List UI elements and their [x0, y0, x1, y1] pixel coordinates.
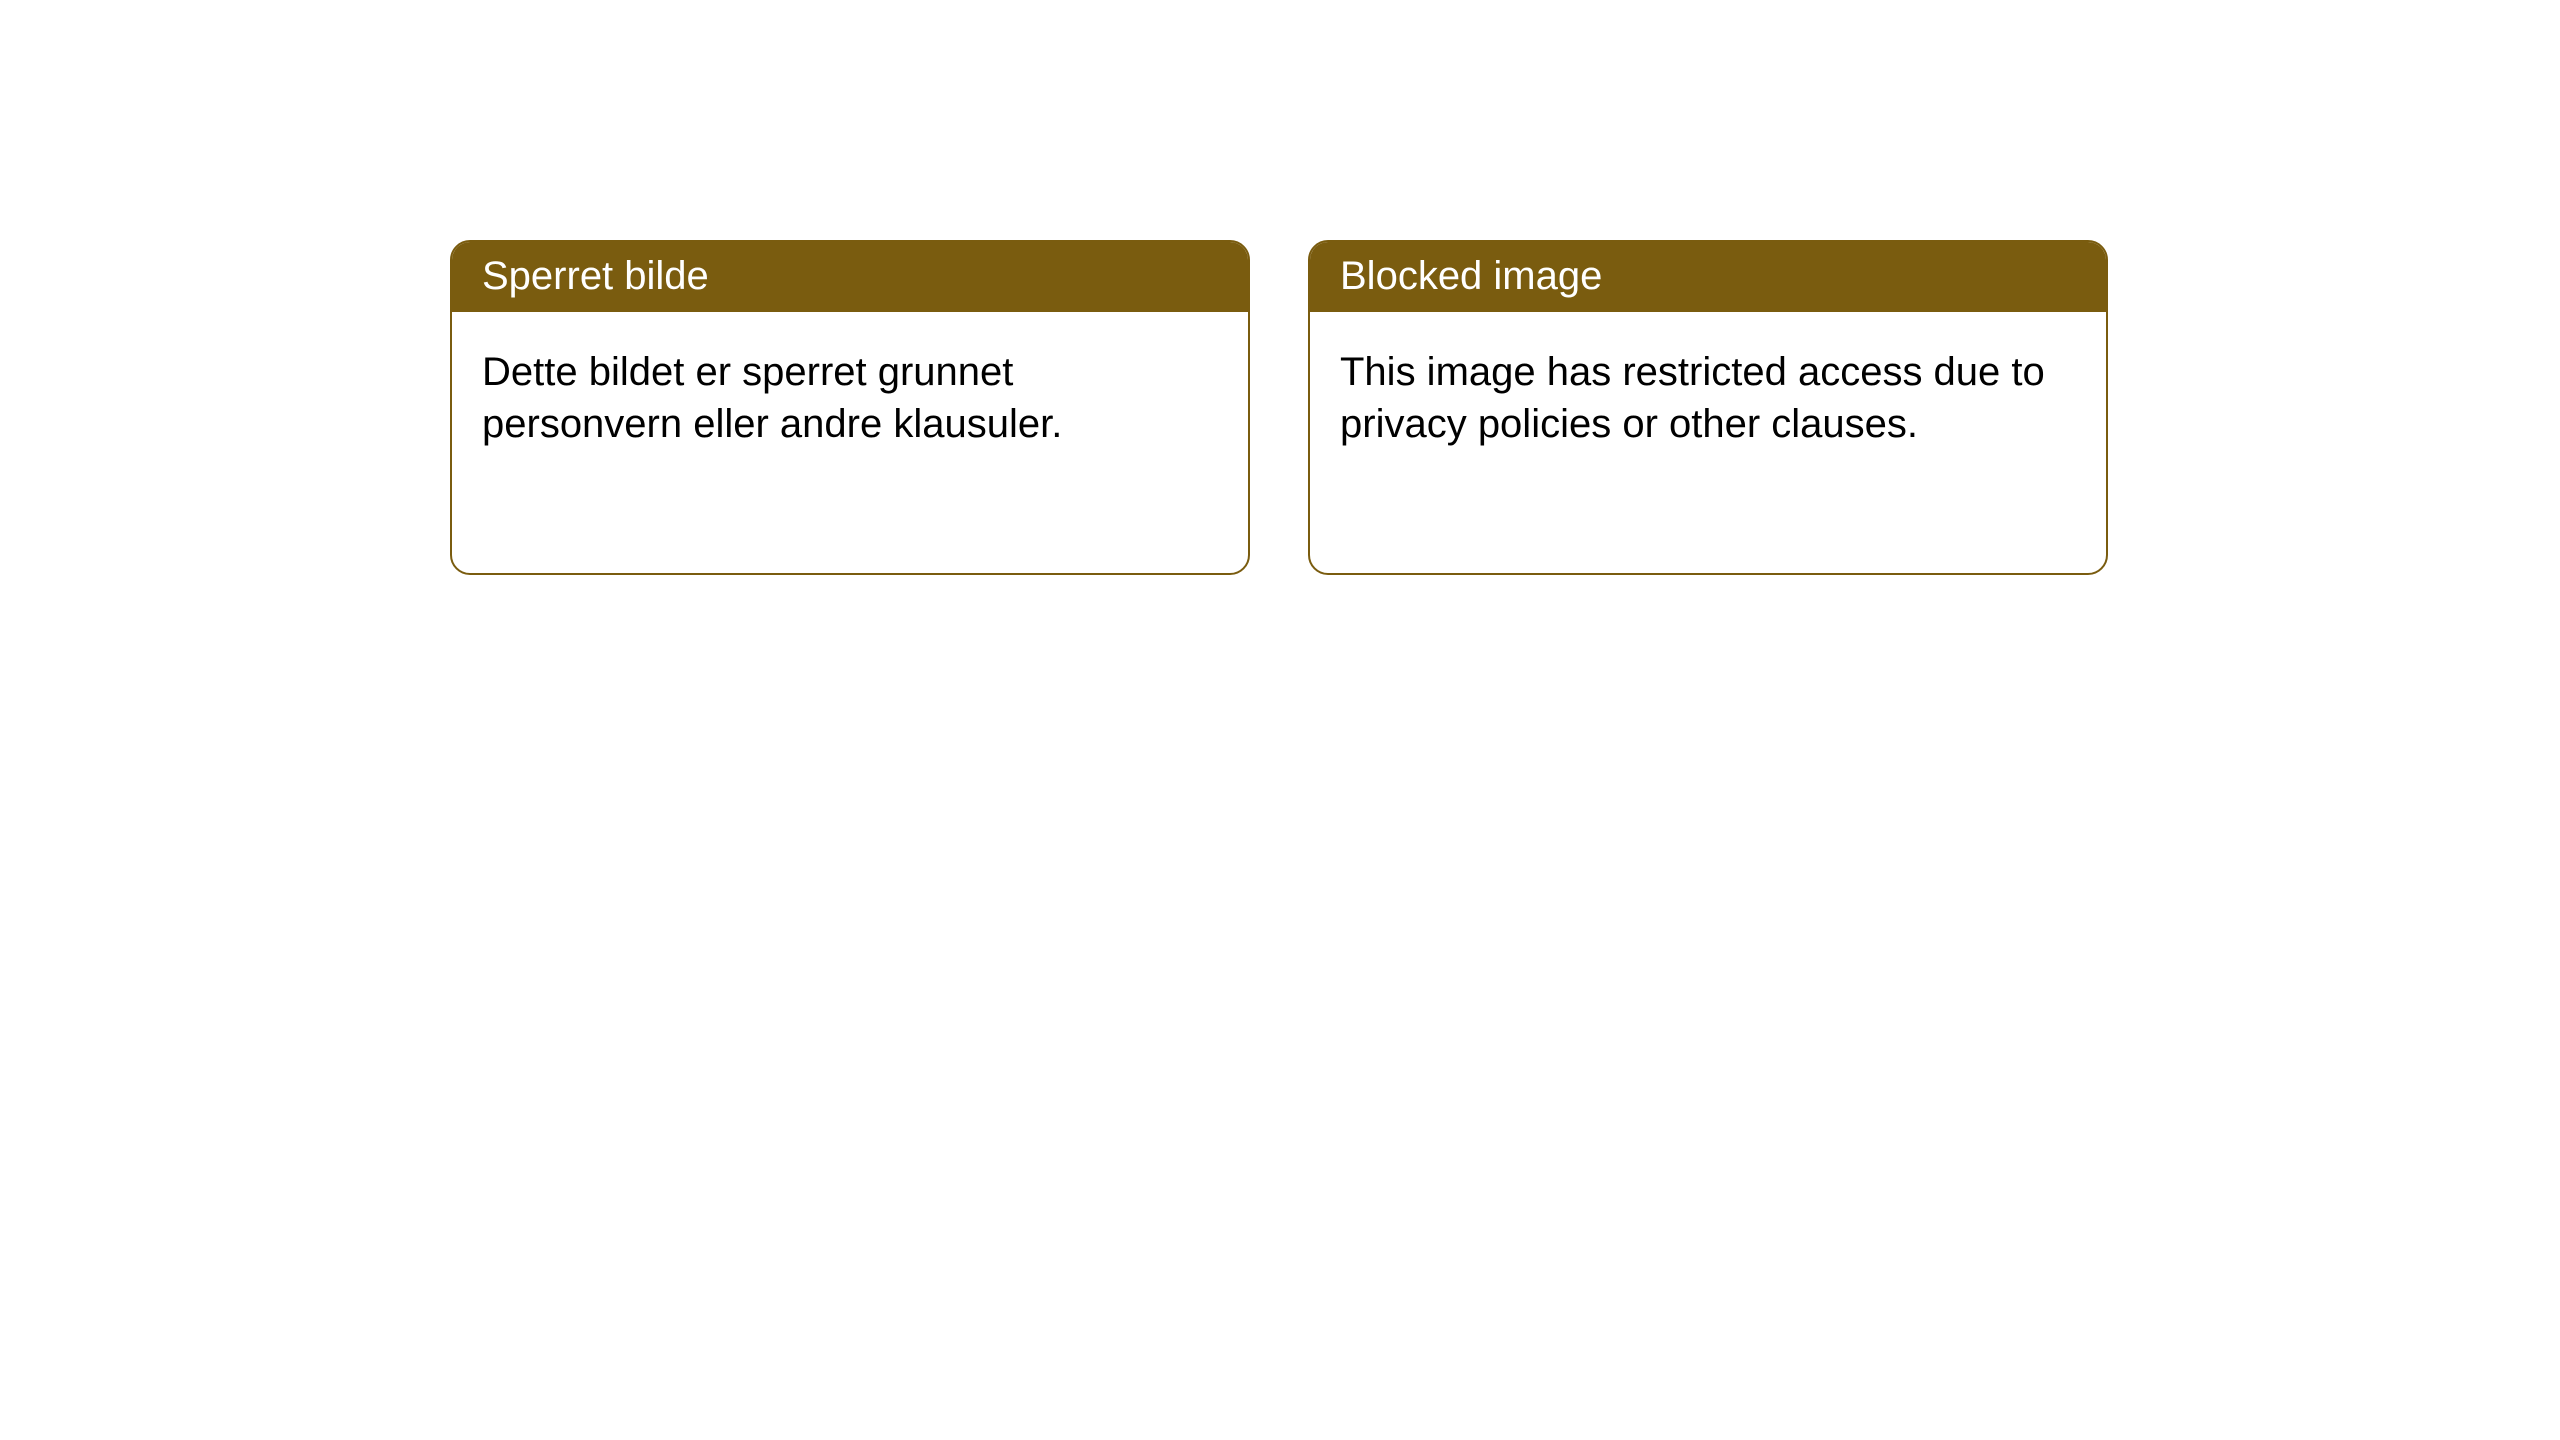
notice-card-body-en: This image has restricted access due to …: [1310, 312, 2106, 573]
notice-card-no: Sperret bilde Dette bildet er sperret gr…: [450, 240, 1250, 575]
notice-card-title-no: Sperret bilde: [452, 242, 1248, 312]
notice-card-title-en: Blocked image: [1310, 242, 2106, 312]
notice-card-body-no: Dette bildet er sperret grunnet personve…: [452, 312, 1248, 573]
notice-card-en: Blocked image This image has restricted …: [1308, 240, 2108, 575]
notice-cards-container: Sperret bilde Dette bildet er sperret gr…: [450, 240, 2108, 575]
